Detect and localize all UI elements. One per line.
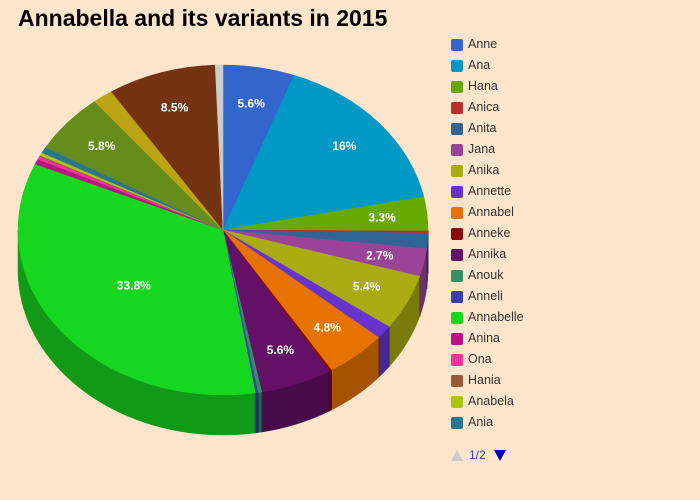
pie-data-label: 5.8% [88,139,116,153]
legend-label: Anina [468,331,500,345]
legend-label: Anabela [468,394,514,408]
legend: Anne Ana Hana Anica Anita Jana Anika Annette Ann… [451,34,524,433]
legend-label: Annabelle [468,310,524,324]
pie-slice-ana[interactable] [222,74,425,231]
legend-swatch [451,38,463,51]
legend-swatch [451,227,463,240]
legend-swatch [451,395,463,408]
legend-item-hania[interactable]: Hania [451,370,524,391]
pie-slice-unnamed-22[interactable] [214,64,224,231]
pie-data-label: 2.7% [366,249,394,263]
legend-item-annabelle[interactable]: Annabelle [451,307,524,328]
pie-data-label: 4.8% [314,321,342,335]
legend-label: Anika [468,163,500,177]
legend-label: Annette [468,184,512,198]
legend-swatch [451,353,463,366]
legend-swatch [451,185,463,198]
legend-item-anika[interactable]: Anika [451,160,524,181]
legend-label: Ania [468,415,494,429]
legend-item-anne[interactable]: Anne [451,34,524,55]
legend-label: Anica [468,100,500,114]
legend-label: Ana [468,58,491,72]
legend-swatch [451,311,463,324]
legend-label: Annika [468,247,507,261]
pie-chart: 5.6% 16% 3.3% 2.7% 5.4% 4.8% 5.6% 33.8% 5.8% 8.5% [17,64,429,436]
legend-label: Anouk [468,268,504,282]
legend-swatch [451,290,463,303]
legend-label: Anneke [468,226,511,240]
legend-swatch [451,122,463,135]
legend-swatch [451,416,463,429]
legend-swatch [451,269,463,282]
legend-label: Ona [468,352,492,366]
legend-item-ona[interactable]: Ona [451,349,524,370]
legend-swatch [451,332,463,345]
legend-label: Hana [468,79,498,93]
legend-item-hana[interactable]: Hana [451,76,524,97]
legend-item-anneli[interactable]: Anneli [451,286,524,307]
pie-data-label: 5.6% [238,96,266,110]
legend-label: Hania [468,373,501,387]
legend-item-annika[interactable]: Annika [451,244,524,265]
legend-item-annette[interactable]: Annette [451,181,524,202]
pie-data-label: 8.5% [161,100,189,114]
legend-item-anouk[interactable]: Anouk [451,265,524,286]
triangle-up-icon[interactable] [451,449,463,461]
legend-label: Annabel [468,205,514,219]
legend-item-anabela[interactable]: Anabela [451,391,524,412]
legend-swatch [451,248,463,261]
pie-data-label: 16% [332,139,356,153]
legend-item-anina[interactable]: Anina [451,328,524,349]
legend-swatch [451,59,463,72]
legend-label: Jana [468,142,496,156]
legend-label: Anneli [468,289,503,303]
legend-item-ana[interactable]: Ana [451,55,524,76]
pie-data-label: 3.3% [368,210,396,224]
pie-data-label: 5.4% [353,280,381,294]
legend-swatch [451,80,463,93]
legend-item-annabel[interactable]: Annabel [451,202,524,223]
legend-item-anica[interactable]: Anica [451,97,524,118]
legend-swatch [451,143,463,156]
legend-label: Anne [468,37,498,51]
pie-slice-unnamed-21[interactable] [110,64,224,231]
pager-label: 1/2 [469,448,486,462]
legend-item-ania[interactable]: Ania [451,412,524,433]
legend-swatch [451,164,463,177]
legend-swatch [451,206,463,219]
triangle-down-icon[interactable] [493,449,506,461]
legend-swatch [451,101,463,114]
pie-slice-annabelle[interactable] [17,163,256,396]
legend-pager: 1/2 [451,448,506,462]
pie-side-11 [257,391,262,433]
legend-item-anneke[interactable]: Anneke [451,223,524,244]
legend-swatch [451,374,463,387]
chart-title: Annabella and its variants in 2015 [18,5,388,31]
legend-item-anita[interactable]: Anita [451,118,524,139]
pie-data-label: 5.6% [267,343,295,357]
pie-data-label: 33.8% [117,279,151,293]
legend-item-jana[interactable]: Jana [451,139,524,160]
legend-label: Anita [468,121,497,135]
